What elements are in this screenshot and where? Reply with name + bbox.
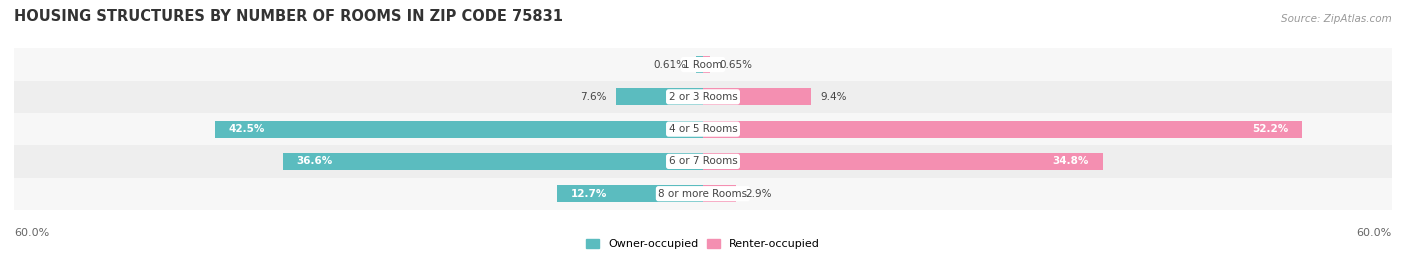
Text: 6 or 7 Rooms: 6 or 7 Rooms: [669, 156, 737, 167]
Text: 52.2%: 52.2%: [1253, 124, 1289, 134]
Bar: [703, 89, 811, 105]
Text: HOUSING STRUCTURES BY NUMBER OF ROOMS IN ZIP CODE 75831: HOUSING STRUCTURES BY NUMBER OF ROOMS IN…: [14, 9, 562, 24]
Bar: [703, 153, 1102, 170]
Bar: [14, 178, 1392, 210]
Text: 42.5%: 42.5%: [229, 124, 266, 134]
Bar: [703, 56, 710, 73]
Bar: [14, 113, 1392, 145]
Text: 60.0%: 60.0%: [1357, 228, 1392, 238]
Text: 4 or 5 Rooms: 4 or 5 Rooms: [669, 124, 737, 134]
Bar: [14, 81, 1392, 113]
Bar: [703, 121, 1302, 137]
Text: 1 Room: 1 Room: [683, 59, 723, 70]
Text: 0.61%: 0.61%: [654, 59, 686, 70]
Text: 36.6%: 36.6%: [297, 156, 333, 167]
Text: 34.8%: 34.8%: [1053, 156, 1088, 167]
Bar: [215, 121, 703, 137]
Bar: [616, 89, 703, 105]
Legend: Owner-occupied, Renter-occupied: Owner-occupied, Renter-occupied: [586, 239, 820, 249]
Text: 2 or 3 Rooms: 2 or 3 Rooms: [669, 92, 737, 102]
Bar: [703, 185, 737, 202]
Text: 9.4%: 9.4%: [820, 92, 846, 102]
Text: Source: ZipAtlas.com: Source: ZipAtlas.com: [1281, 14, 1392, 24]
Bar: [283, 153, 703, 170]
Bar: [557, 185, 703, 202]
Text: 0.65%: 0.65%: [720, 59, 752, 70]
Bar: [14, 48, 1392, 81]
Text: 8 or more Rooms: 8 or more Rooms: [658, 189, 748, 199]
Text: 60.0%: 60.0%: [14, 228, 49, 238]
Text: 12.7%: 12.7%: [571, 189, 607, 199]
Bar: [696, 56, 703, 73]
Text: 7.6%: 7.6%: [581, 92, 606, 102]
Bar: [14, 145, 1392, 178]
Text: 2.9%: 2.9%: [745, 189, 772, 199]
